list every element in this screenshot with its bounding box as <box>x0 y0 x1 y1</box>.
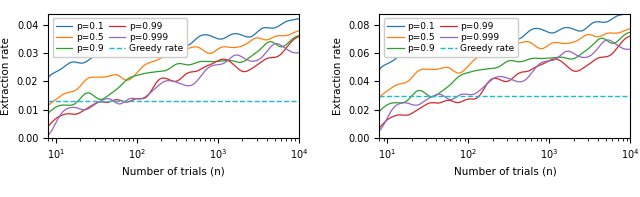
p=0.99 <box>603 55 611 58</box>
p=0.5 <box>376 96 384 98</box>
p=0.999 <box>604 39 612 41</box>
p=0.999 <box>376 130 383 132</box>
p=0.1 <box>376 67 384 70</box>
p=0.999 <box>603 39 611 41</box>
X-axis label: Number of trials (n): Number of trials (n) <box>122 167 225 177</box>
p=0.1 <box>525 30 532 33</box>
Y-axis label: Extraction rate: Extraction rate <box>333 37 342 115</box>
p=0.1 <box>376 69 383 71</box>
p=0.9 <box>627 31 634 33</box>
Line: p=0.1: p=0.1 <box>48 19 299 79</box>
p=0.9 <box>376 109 384 112</box>
p=0.99 <box>45 124 52 127</box>
p=0.1 <box>295 18 303 20</box>
p=0.5 <box>44 105 52 108</box>
p=0.999 <box>295 51 303 54</box>
p=0.1 <box>194 37 202 39</box>
p=0.999 <box>194 79 202 82</box>
p=0.9 <box>198 60 205 63</box>
p=0.99 <box>524 70 532 72</box>
p=0.999 <box>587 54 595 57</box>
p=0.99 <box>193 70 200 72</box>
p=0.999 <box>524 76 532 79</box>
p=0.999 <box>198 74 205 76</box>
Greedy rate <box>302 94 310 97</box>
p=0.9 <box>525 58 532 60</box>
p=0.99 <box>587 62 595 64</box>
p=0.999 <box>272 43 280 45</box>
p=0.5 <box>524 41 532 43</box>
p=0.1 <box>587 23 595 25</box>
p=0.999 <box>256 58 264 60</box>
p=0.99 <box>376 127 383 129</box>
p=0.9 <box>193 61 200 64</box>
p=0.99 <box>198 68 205 70</box>
p=0.1 <box>529 28 537 30</box>
Line: p=0.9: p=0.9 <box>48 36 299 114</box>
p=0.1 <box>193 37 200 40</box>
p=0.999 <box>273 42 280 45</box>
p=0.999 <box>193 80 200 83</box>
p=0.9 <box>603 39 611 42</box>
p=0.999 <box>45 133 52 136</box>
p=0.99 <box>376 126 384 128</box>
p=0.5 <box>272 35 280 37</box>
p=0.99 <box>194 70 202 72</box>
p=0.1 <box>603 21 611 23</box>
p=0.1 <box>524 31 532 33</box>
p=0.1 <box>45 76 52 78</box>
Y-axis label: Extraction rate: Extraction rate <box>1 37 12 115</box>
p=0.9 <box>272 43 280 45</box>
p=0.9 <box>529 57 537 59</box>
Line: p=0.999: p=0.999 <box>380 40 630 131</box>
p=0.5 <box>603 32 611 35</box>
Line: p=0.5: p=0.5 <box>380 29 630 98</box>
p=0.1 <box>272 26 280 29</box>
Line: p=0.1: p=0.1 <box>380 13 630 70</box>
p=0.999 <box>525 75 532 78</box>
p=0.9 <box>524 58 532 61</box>
p=0.5 <box>376 97 383 100</box>
p=0.9 <box>587 45 595 48</box>
p=0.5 <box>194 46 202 48</box>
p=0.999 <box>376 129 384 131</box>
p=0.99 <box>627 35 634 37</box>
p=0.9 <box>295 34 303 37</box>
p=0.999 <box>44 135 52 137</box>
p=0.9 <box>44 113 52 115</box>
p=0.99 <box>529 67 537 70</box>
X-axis label: Number of trials (n): Number of trials (n) <box>454 167 556 177</box>
Line: p=0.9: p=0.9 <box>380 32 630 112</box>
p=0.9 <box>256 49 264 51</box>
p=0.5 <box>587 34 595 36</box>
p=0.5 <box>295 30 303 32</box>
p=0.1 <box>198 34 205 36</box>
Legend: p=0.1, p=0.5, p=0.9, p=0.99, p=0.999, Greedy rate: p=0.1, p=0.5, p=0.9, p=0.99, p=0.999, Gr… <box>52 18 187 57</box>
p=0.5 <box>193 46 200 48</box>
p=0.9 <box>45 112 52 114</box>
Line: p=0.99: p=0.99 <box>48 37 299 127</box>
p=0.1 <box>256 29 264 31</box>
p=0.5 <box>627 28 634 30</box>
p=0.1 <box>627 12 634 14</box>
p=0.99 <box>256 62 264 64</box>
p=0.9 <box>194 61 202 63</box>
p=0.99 <box>272 56 280 58</box>
p=0.5 <box>525 41 532 43</box>
Line: p=0.99: p=0.99 <box>380 36 630 128</box>
p=0.1 <box>44 77 52 80</box>
p=0.5 <box>529 43 537 45</box>
p=0.9 <box>376 111 383 113</box>
Legend: p=0.1, p=0.5, p=0.9, p=0.99, p=0.999, Greedy rate: p=0.1, p=0.5, p=0.9, p=0.99, p=0.999, Gr… <box>384 18 518 57</box>
Line: p=0.999: p=0.999 <box>48 44 299 136</box>
p=0.99 <box>525 70 532 72</box>
p=0.999 <box>627 48 634 50</box>
p=0.99 <box>44 125 52 128</box>
p=0.5 <box>45 104 52 106</box>
p=0.5 <box>256 37 264 39</box>
Line: p=0.5: p=0.5 <box>48 31 299 106</box>
p=0.999 <box>529 70 537 72</box>
p=0.5 <box>198 48 205 50</box>
p=0.99 <box>295 35 303 38</box>
